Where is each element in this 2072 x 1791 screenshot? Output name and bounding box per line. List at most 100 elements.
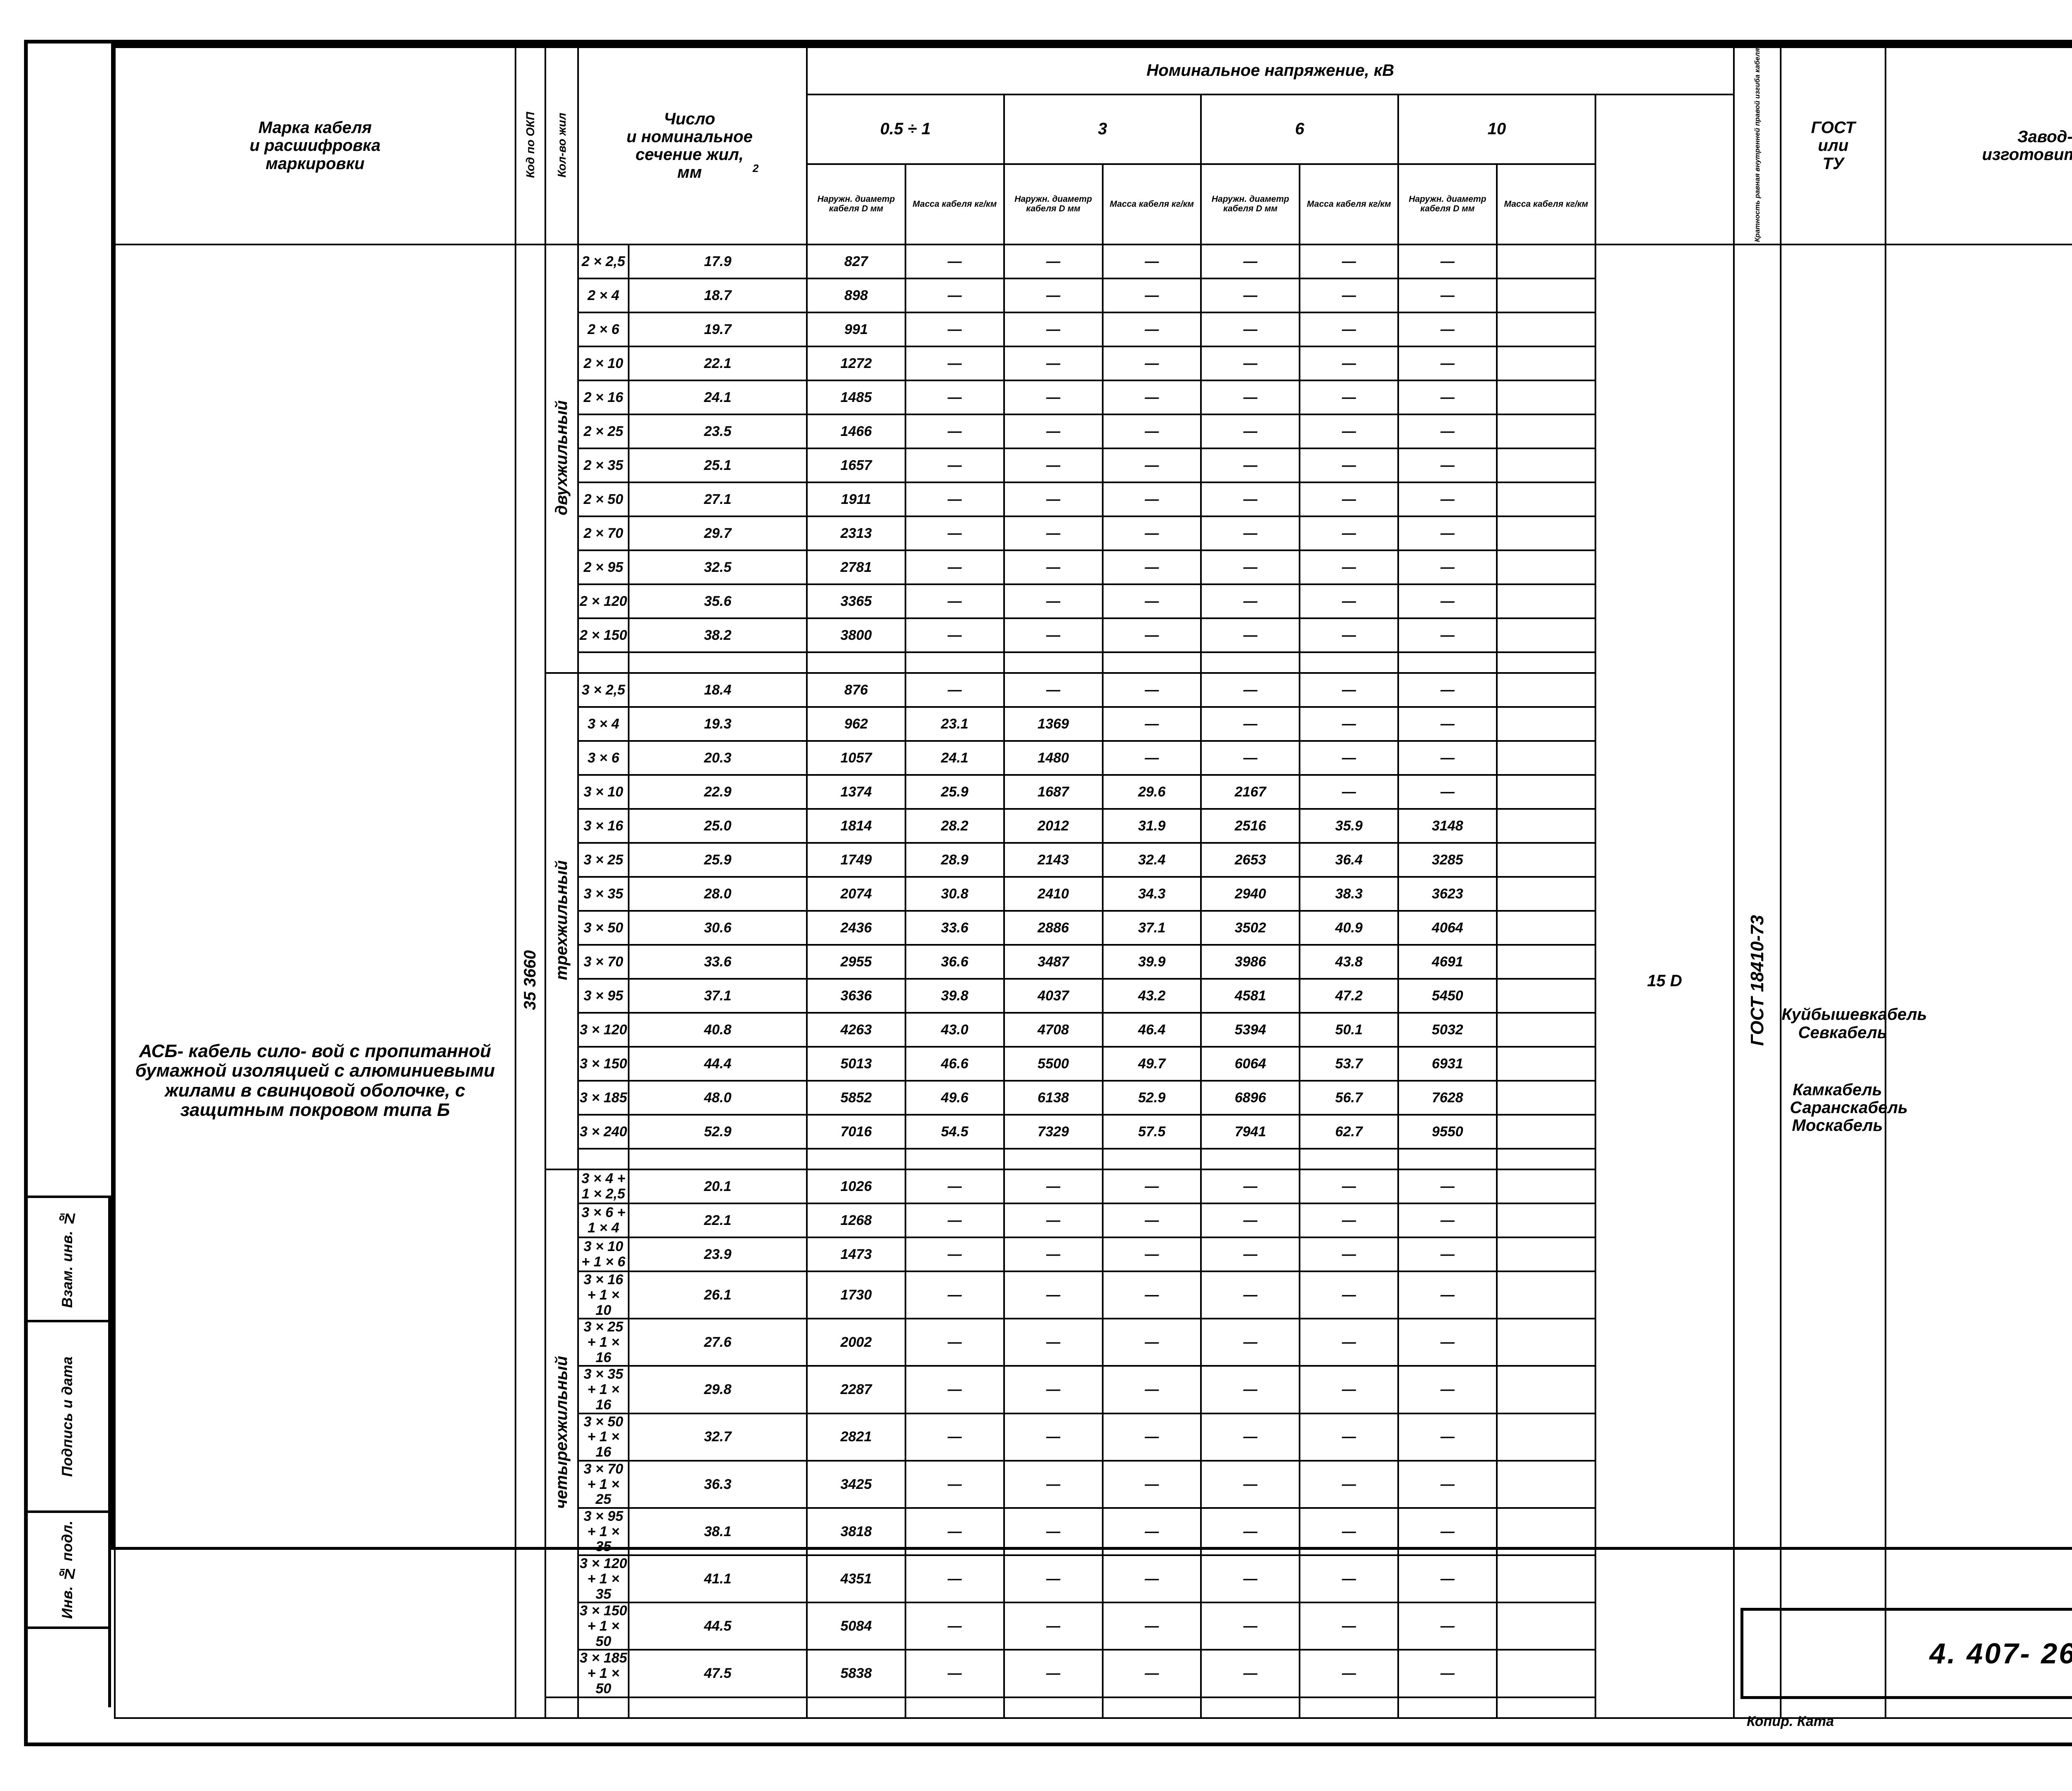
cell-d10: — — [1299, 1237, 1399, 1273]
cell-m3: — — [1003, 312, 1104, 348]
cell-m1: 1057 — [806, 740, 906, 776]
cell-m3: 2886 — [1003, 910, 1104, 946]
cell-section: 3 × 95 — [577, 978, 629, 1014]
spacer-cell — [1101, 1148, 1202, 1171]
stamp-field-signature: Подпись и дата — [24, 1320, 111, 1510]
cell-m3: — — [1003, 1365, 1104, 1414]
cell-d6: — — [1101, 414, 1202, 450]
cell-d10: — — [1299, 549, 1399, 586]
cell-spare — [1496, 380, 1596, 416]
cell-d10: — — [1299, 1602, 1399, 1651]
header-cable-mark-label: Марка кабеля и расшифровка маркировки — [249, 119, 381, 173]
table-row: 3 × 120 40.8 4263 43.0 4708 46.4 5394 50.1 5032 — [115, 1012, 2072, 1048]
cell-m6: 3502 — [1200, 910, 1301, 946]
cell-d6: 46.4 — [1101, 1012, 1202, 1048]
cell-m10: 9550 — [1397, 1114, 1498, 1150]
cell-d6: — — [1101, 346, 1202, 382]
spacer-cell — [627, 651, 808, 674]
spacer-cell — [904, 1148, 1005, 1171]
cell-d10: — — [1299, 1271, 1399, 1320]
cell-d10: 36.4 — [1299, 842, 1399, 878]
table-row: 2 × 70 29.7 2313— — — — — — — [115, 516, 2072, 552]
cell-section: 3 × 185 — [577, 1080, 629, 1116]
cell-d3: — — [904, 312, 1005, 348]
header-voltage-3: 3 — [1003, 93, 1202, 165]
cell-m6: — — [1200, 1412, 1301, 1462]
header-diameter-10: Наружн. диаметр кабеля D мм — [1397, 163, 1498, 246]
cell-m10: — — [1397, 380, 1498, 416]
cell-m6: — — [1200, 1649, 1301, 1698]
cell-m3: — — [1003, 583, 1104, 620]
cell-d6: — — [1101, 583, 1202, 620]
cell-d3: — — [904, 1365, 1005, 1414]
spacer-cell — [1496, 651, 1596, 674]
cell-m6: 2653 — [1200, 842, 1301, 878]
table-row: 3 × 120 + 1 × 35 41.1 4351— — — — — — — [115, 1554, 2072, 1604]
table-row: 2 × 120 35.6 3365— — — — — — — [115, 583, 2072, 620]
cell-m10: — — [1397, 1507, 1498, 1556]
stamp-field-signature-label: Подпись и дата — [59, 1356, 75, 1477]
cell-d3: — — [904, 1318, 1005, 1367]
cell-d1: 32.7 — [627, 1412, 808, 1462]
cell-d10: 47.2 — [1299, 978, 1399, 1014]
stamp-field-blank — [24, 1626, 111, 1707]
cell-d3: — — [904, 672, 1005, 708]
table-row: трехжильный 3 × 2,5 18.4 876— — — — — — — [115, 672, 2072, 1171]
cell-d10: — — [1299, 1318, 1399, 1367]
cell-d1: 22.1 — [627, 346, 808, 382]
table-header-row-2: 0.5 ÷ 1 3 6 10 — [115, 93, 2072, 246]
cell-d6: — — [1101, 1271, 1202, 1320]
cell-d6: — — [1101, 1169, 1202, 1205]
cell-d3: — — [904, 1602, 1005, 1651]
cell-d6: — — [1101, 1237, 1202, 1273]
manufacturer-list: Куйбышевкабель Севкабель Камкабель Саранска… — [1780, 244, 1927, 1719]
cell-m3: — — [1003, 448, 1104, 484]
cell-m6: — — [1200, 380, 1301, 416]
cell-d1: 18.4 — [627, 672, 808, 708]
cell-d6: 32.4 — [1101, 842, 1202, 878]
cell-m1: 1374 — [806, 774, 906, 810]
cell-d6: — — [1101, 740, 1202, 776]
bend-multiplicity-value: 15 D — [1594, 244, 1735, 1719]
cell-spare — [1496, 944, 1596, 980]
cell-m6: — — [1200, 244, 1301, 280]
cell-d6: — — [1101, 312, 1202, 348]
cell-section: 3 × 25 + 1 × 16 — [577, 1318, 629, 1367]
cell-d1: 20.1 — [627, 1169, 808, 1205]
cell-m6: — — [1200, 583, 1301, 620]
cell-m3: — — [1003, 1169, 1104, 1205]
cell-m1: 1466 — [806, 414, 906, 450]
cell-d3: — — [904, 1203, 1005, 1239]
cell-d6: 52.9 — [1101, 1080, 1202, 1116]
stamp-field-inv-label: Инв. № подл. — [59, 1520, 75, 1619]
table-row: АСБ- кабель сило- вой с пропитанной бума… — [114, 244, 2072, 1719]
table-row: 3 × 70 + 1 × 25 36.3 3425— — — — — — — [115, 1459, 2072, 1509]
cell-m3: — — [1003, 1507, 1104, 1556]
cell-m10: 6931 — [1397, 1046, 1498, 1082]
cell-section: 2 × 4 — [577, 278, 629, 314]
cell-m3: — — [1003, 1602, 1104, 1651]
cell-d3: — — [904, 583, 1005, 620]
cell-spare — [1496, 1318, 1596, 1367]
table-row: 2 × 150 38.2 3800— — — — — — — [115, 617, 2072, 653]
cell-m3: 6138 — [1003, 1080, 1104, 1116]
cell-m10: — — [1397, 617, 1498, 653]
cell-m3: — — [1003, 1459, 1104, 1509]
cell-m1: 2781 — [806, 549, 906, 586]
cell-d10: — — [1299, 740, 1399, 776]
spacer-cell — [577, 651, 629, 674]
cell-spare — [1496, 1237, 1596, 1273]
cell-m10: — — [1397, 706, 1498, 742]
spacer-cell — [1397, 651, 1498, 674]
cell-section: 3 × 50 — [577, 910, 629, 946]
cell-m3: — — [1003, 482, 1104, 518]
cell-d10: — — [1299, 1412, 1399, 1462]
cell-d10: — — [1299, 414, 1399, 450]
title-block: 4. 407- 268. 0 - 18 Лист 6 — [1740, 1608, 2072, 1699]
cell-d3: 28.9 — [904, 842, 1005, 878]
cell-d1: 47.5 — [627, 1649, 808, 1698]
cell-d6: — — [1101, 1412, 1202, 1462]
cell-d10: — — [1299, 1169, 1399, 1205]
table-row: 2 × 16 24.1 1485— — — — — — — [115, 380, 2072, 416]
table-row: 3 × 150 + 1 × 50 44.5 5084— — — — — — — [115, 1602, 2072, 1651]
